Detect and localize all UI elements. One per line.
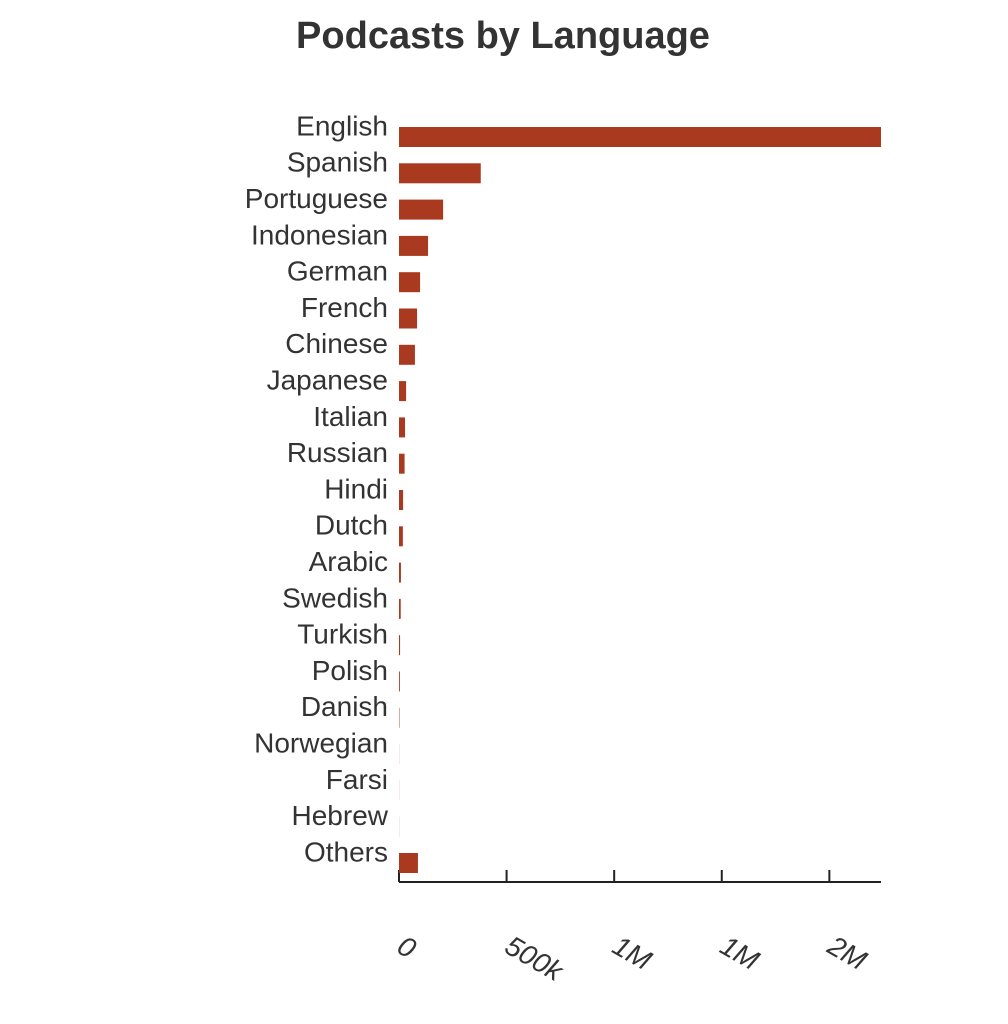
y-tick-label: Spanish [287, 147, 388, 178]
y-tick-label: Hindi [324, 473, 388, 504]
bar [399, 381, 407, 402]
y-tick-label: Norwegian [254, 727, 388, 758]
bar [399, 417, 406, 438]
y-tick-label: German [287, 256, 388, 287]
bar [399, 163, 481, 184]
bar [399, 453, 405, 474]
x-tick-label: 2M [822, 929, 873, 976]
y-tick-label: Japanese [267, 364, 388, 395]
y-tick-label: Swedish [282, 582, 388, 613]
y-tick-label: Arabic [309, 546, 388, 577]
chart-title: Podcasts by Language [296, 15, 710, 57]
bar [399, 671, 400, 692]
bar [399, 272, 421, 293]
y-tick-label: Others [304, 836, 388, 867]
y-tick-label: Hebrew [292, 800, 389, 831]
y-tick-label: Turkish [297, 619, 388, 650]
x-tick-label: 500k [500, 930, 570, 988]
bar [399, 598, 401, 619]
bar [399, 344, 415, 365]
bar [399, 199, 444, 220]
y-tick-label: Farsi [326, 764, 388, 795]
y-tick-label: Dutch [315, 510, 388, 541]
x-tick-label: 0 [392, 930, 421, 965]
y-tick-label: Polish [312, 655, 388, 686]
bar [399, 635, 401, 656]
x-tick-label: 1M [607, 930, 657, 977]
y-tick-label: Chinese [285, 328, 388, 359]
bar [399, 562, 401, 583]
y-tick-label: Russian [287, 437, 388, 468]
bar [399, 127, 881, 147]
y-tick-label: French [301, 292, 388, 323]
bar [399, 526, 403, 547]
y-tick-label: Indonesian [251, 219, 388, 250]
bar [399, 235, 429, 256]
x-tick-label: 1M [715, 930, 765, 977]
bar [399, 308, 418, 329]
y-tick-label: Italian [313, 401, 388, 432]
bar [399, 853, 418, 873]
y-tick-label: Danish [301, 691, 388, 722]
bar [399, 490, 404, 510]
y-tick-label: English [296, 110, 388, 141]
y-tick-label: Portuguese [245, 183, 388, 214]
